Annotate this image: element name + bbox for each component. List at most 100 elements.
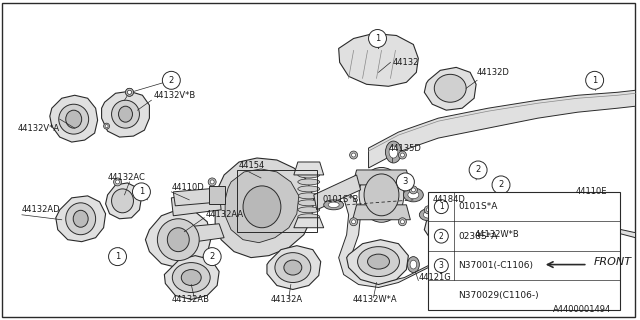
Text: 2: 2 [499,180,504,189]
Ellipse shape [403,188,423,202]
Text: 3: 3 [439,261,444,270]
Text: FRONT: FRONT [594,257,632,267]
Polygon shape [209,186,225,204]
Polygon shape [106,183,141,219]
Circle shape [369,29,387,47]
Text: 44110D: 44110D [172,183,204,192]
Polygon shape [424,205,472,247]
Ellipse shape [367,254,390,269]
Circle shape [451,210,455,214]
Text: 44132AD: 44132AD [22,205,61,214]
Text: 44132V*B: 44132V*B [154,91,196,100]
Circle shape [349,218,358,226]
Circle shape [104,123,109,129]
Ellipse shape [364,174,399,216]
Polygon shape [347,240,408,284]
Circle shape [444,223,462,241]
Circle shape [376,36,380,40]
Text: 44184D: 44184D [432,195,465,204]
Text: 1: 1 [139,188,144,196]
Polygon shape [294,162,324,175]
Text: A4400001494: A4400001494 [553,305,611,314]
Ellipse shape [358,247,399,276]
Polygon shape [145,210,211,268]
Text: 1: 1 [115,252,120,261]
Ellipse shape [419,209,437,221]
Polygon shape [164,256,219,300]
Text: 44132V*A: 44132V*A [18,124,60,132]
Circle shape [208,178,216,186]
Polygon shape [50,95,98,142]
Ellipse shape [298,179,320,185]
Ellipse shape [424,212,433,218]
Circle shape [376,36,380,40]
Text: N370029(C1106-): N370029(C1106-) [458,291,539,300]
Circle shape [113,178,122,186]
Ellipse shape [410,260,417,269]
Circle shape [435,259,448,273]
Text: 44132: 44132 [392,58,419,67]
Text: 2: 2 [451,227,456,236]
Ellipse shape [441,219,456,233]
Text: 44132A: 44132A [271,295,303,304]
Polygon shape [333,188,636,287]
Ellipse shape [359,167,404,222]
Ellipse shape [157,219,199,260]
Circle shape [399,218,406,226]
Circle shape [401,220,404,224]
Ellipse shape [435,74,466,102]
Ellipse shape [73,210,88,227]
Polygon shape [369,90,636,168]
Circle shape [351,153,356,157]
Bar [428,192,620,310]
Text: 44132W*B: 44132W*B [474,230,519,239]
Circle shape [586,71,604,89]
Text: 44121G: 44121G [419,273,451,282]
Ellipse shape [172,263,210,292]
Polygon shape [56,196,106,242]
Text: 44154: 44154 [239,162,266,171]
Text: 2: 2 [169,76,174,85]
Ellipse shape [66,110,82,128]
Polygon shape [339,34,419,86]
Ellipse shape [111,100,140,128]
Polygon shape [353,170,410,185]
Circle shape [401,153,404,157]
Ellipse shape [298,186,320,192]
Ellipse shape [324,200,344,210]
Circle shape [116,180,120,184]
Text: 3: 3 [403,177,408,187]
Text: 2: 2 [439,232,444,241]
Polygon shape [173,188,221,206]
Ellipse shape [408,191,419,199]
Polygon shape [294,218,324,228]
Circle shape [396,173,414,191]
Circle shape [426,208,430,212]
Text: 2: 2 [209,252,215,261]
Ellipse shape [275,252,311,283]
Circle shape [127,90,131,94]
Polygon shape [424,68,476,110]
Text: 2: 2 [476,165,481,174]
Text: 0101S*A: 0101S*A [458,202,498,211]
Ellipse shape [408,257,419,273]
Ellipse shape [385,141,401,163]
Circle shape [138,188,145,196]
Circle shape [127,90,131,94]
Circle shape [210,180,214,184]
Ellipse shape [111,189,134,213]
Text: 44135D: 44135D [388,144,421,153]
Circle shape [435,200,448,213]
Circle shape [469,161,487,179]
Text: 1: 1 [592,76,597,85]
Ellipse shape [66,203,95,235]
Circle shape [132,183,150,201]
Ellipse shape [243,186,281,228]
Circle shape [412,188,415,192]
Text: 44110E: 44110E [576,188,607,196]
Ellipse shape [167,228,189,252]
Text: N37001(-C1106): N37001(-C1106) [458,261,533,270]
Polygon shape [225,169,299,243]
Text: 1: 1 [375,34,380,43]
Ellipse shape [181,269,201,285]
